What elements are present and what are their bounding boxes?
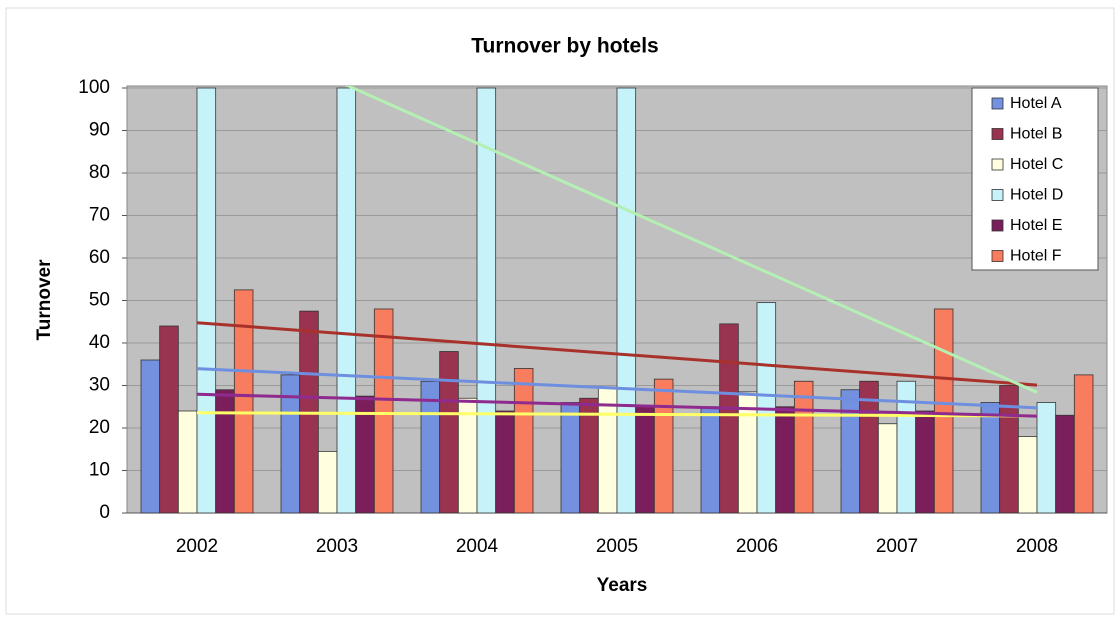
y-tick-label: 30 [89,375,110,396]
bar [1017,436,1038,514]
y-tick-label: 0 [99,502,110,523]
bar [215,389,235,514]
x-tick-label: 2007 [876,536,918,557]
bar [159,325,179,514]
y-tick-label: 40 [89,332,110,353]
bar [196,87,217,514]
bar [719,323,739,514]
y-tick-label: 10 [89,460,110,481]
y-tick-label: 70 [89,205,110,226]
x-tick-label: 2003 [316,536,358,557]
y-axis-title: Turnover [34,259,55,341]
legend-swatch [991,97,1004,110]
trendlines [196,86,1038,418]
y-tick-label: 80 [89,162,110,183]
trendline [196,321,1038,387]
bar [999,385,1019,514]
legend-swatch [991,250,1004,262]
bar [700,406,721,514]
legend-label: Hotel B [1010,126,1062,143]
bar [915,410,935,514]
bar [513,368,534,514]
bar [317,450,338,514]
bar [233,289,254,514]
trendline [196,411,1038,418]
bar [457,397,478,514]
bar [560,402,581,514]
legend-box [971,87,1099,271]
x-tick-label: 2004 [456,536,499,557]
legend-label: Hotel D [1010,187,1063,204]
trendline [196,367,1038,410]
bar [1073,374,1094,514]
bar [1055,414,1075,514]
x-tick-label: 2002 [176,536,218,557]
bar [775,406,795,514]
x-tick-label: 2008 [1016,536,1058,557]
bar [177,410,198,514]
x-axis-title: Years [597,575,648,596]
bar [1036,402,1057,514]
bar [653,378,674,514]
bar [140,359,161,514]
bar [439,351,459,514]
trendline [196,392,1038,418]
legend: Hotel A Hotel B Hotel C Hotel D Hotel E Hotel… [971,87,1099,271]
bar [336,87,357,514]
legend-swatch [991,158,1004,171]
bar [933,308,954,514]
y-tick-label: 90 [89,120,110,141]
legend-swatch [991,128,1004,140]
legend-label: Hotel C [1010,156,1063,173]
chart-title: Turnover by hotels [471,35,658,58]
bar [980,402,1001,514]
x-tick-label: 2005 [596,536,638,557]
legend-label: Hotel F [1010,248,1062,265]
trendline [344,86,1038,394]
x-tick-label: 2006 [736,536,778,557]
bar [793,380,814,514]
legend-swatch [991,189,1004,201]
y-tick-label: 60 [89,247,110,268]
bar [476,87,497,514]
bar [877,423,898,514]
bar [373,308,394,514]
y-tick-label: 20 [89,417,110,438]
bar [616,87,637,514]
y-tick-label: 50 [89,290,110,311]
y-tick-label: 100 [78,77,110,98]
bar [635,406,655,514]
legend-label: Hotel E [1010,217,1062,234]
legend-label: Hotel A [1010,95,1062,112]
bar [840,389,861,514]
bar [495,410,515,514]
legend-swatch [991,219,1004,232]
